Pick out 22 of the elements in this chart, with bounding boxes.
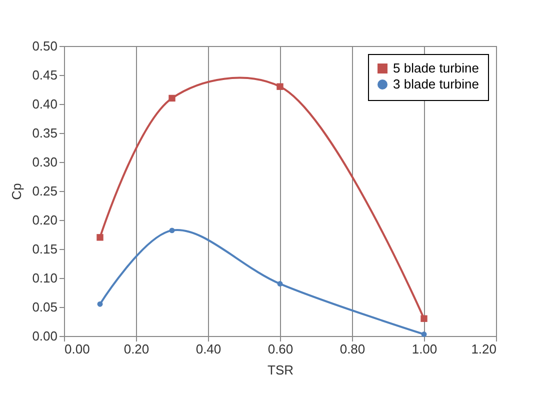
- y-tick-label: 0.20: [32, 212, 58, 228]
- y-tick-label: 0.05: [32, 300, 58, 314]
- x-tick-label: 0.60: [268, 342, 294, 356]
- x-tick-label: 0.40: [196, 342, 222, 356]
- y-tick-label: 0.40: [32, 96, 58, 112]
- y-tick-label: 0.45: [32, 68, 58, 82]
- x-tick-label: 0.80: [340, 342, 366, 356]
- x-tick-label: 0.00: [64, 342, 90, 356]
- legend-label: 3 blade turbine: [393, 76, 480, 92]
- x-tick-label: 1.20: [471, 342, 496, 356]
- y-tick-label: 0.50: [32, 38, 58, 54]
- y-tick-label: 0.35: [32, 126, 58, 140]
- x-tick-label: 0.20: [124, 342, 150, 356]
- y-tick-label: 0.15: [32, 242, 58, 256]
- legend-label: 5 blade turbine: [393, 60, 480, 76]
- y-tick-label: 0.00: [32, 328, 58, 344]
- y-tick-label: 0.25: [32, 184, 58, 198]
- x-tick-label: 1.00: [412, 342, 438, 356]
- y-axis-title: Cp: [9, 183, 24, 200]
- x-axis-title: TSR: [268, 362, 294, 378]
- y-tick-label: 0.30: [32, 154, 58, 170]
- y-tick-label: 0.10: [32, 270, 58, 286]
